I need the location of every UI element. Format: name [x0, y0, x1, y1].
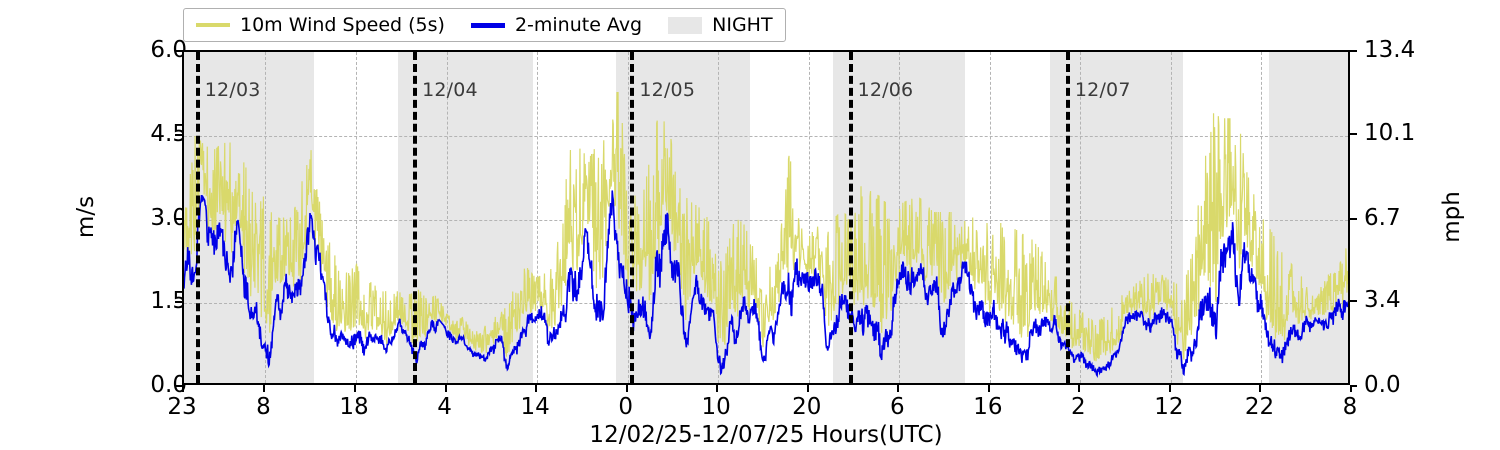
y-tick-label-right: 6.7 — [1364, 204, 1401, 231]
x-tick-mark — [444, 385, 447, 392]
x-tick-mark — [354, 385, 357, 392]
x-tick-label: 14 — [520, 394, 550, 420]
day-divider-line — [195, 52, 200, 383]
x-tick-mark — [806, 385, 809, 392]
day-divider-line — [630, 52, 635, 383]
plot-area: 12/03 12/04 12/05 12/06 12/07 — [182, 50, 1350, 385]
x-tick-label: 0 — [618, 394, 633, 420]
y-tick-label-right: 13.4 — [1364, 37, 1416, 63]
y-tick-mark-right — [1350, 300, 1357, 302]
x-tick-mark — [1168, 385, 1171, 392]
legend-spacer — [642, 25, 668, 26]
day-divider-label: 12/03 — [204, 79, 261, 101]
x-axis-label: 12/02/25-12/07/25 Hours(UTC) — [589, 422, 943, 448]
gridline-vertical — [537, 52, 539, 383]
x-tick-mark — [987, 385, 990, 392]
day-divider-line — [848, 52, 853, 383]
y-tick-label-right: 3.4 — [1364, 287, 1401, 313]
day-divider-label: 12/06 — [857, 79, 914, 101]
y-tick-label-left: 0.0 — [150, 372, 187, 398]
x-tick-mark — [716, 385, 719, 392]
y-tick-mark-left — [175, 385, 182, 387]
legend-item-gust: 10m Wind Speed (5s) — [196, 9, 445, 41]
y-axis-right-label: mph — [1439, 191, 1465, 243]
x-tick-mark — [1259, 385, 1262, 392]
y-axis-left-label: m/s — [73, 195, 99, 239]
x-tick-mark — [1350, 385, 1352, 392]
x-tick-label: 10 — [701, 394, 731, 420]
x-tick-label: 6 — [889, 394, 905, 420]
chart-legend: 10m Wind Speed (5s) 2-minute Avg NIGHT — [183, 8, 786, 42]
gridline-vertical — [1261, 52, 1263, 383]
legend-label-gust: 10m Wind Speed (5s) — [240, 14, 445, 36]
legend-label-night: NIGHT — [712, 14, 773, 36]
day-divider-label: 12/05 — [639, 79, 696, 101]
series-layer — [184, 52, 1348, 383]
x-tick-label: 18 — [339, 394, 369, 420]
y-tick-mark-right — [1350, 385, 1357, 387]
series-line-gust — [184, 92, 1348, 361]
x-tick-mark — [535, 385, 538, 392]
x-tick-mark — [263, 385, 266, 392]
y-tick-label-left: 3.0 — [150, 204, 187, 231]
x-tick-label: 16 — [973, 394, 1003, 420]
x-tick-mark — [1078, 385, 1081, 392]
x-tick-label: 8 — [1342, 394, 1358, 420]
gridline-vertical — [627, 52, 629, 383]
day-divider-label: 12/04 — [422, 79, 478, 101]
legend-item-avg: 2-minute Avg — [470, 9, 643, 41]
day-divider-label: 12/07 — [1074, 79, 1131, 101]
y-tick-label-right: 10.1 — [1364, 119, 1416, 146]
gridline-vertical — [1080, 52, 1082, 383]
y-tick-mark-right — [1350, 217, 1357, 220]
x-tick-label: 20 — [792, 394, 822, 420]
y-tick-mark-left — [175, 50, 182, 52]
gridline-vertical — [989, 52, 991, 383]
gridline-vertical — [265, 52, 267, 383]
legend-label-avg: 2-minute Avg — [514, 14, 643, 36]
gridline-vertical — [808, 52, 810, 383]
y-tick-mark-left — [175, 301, 182, 304]
y-tick-mark-right — [1350, 132, 1357, 135]
x-tick-label: 12 — [1154, 394, 1184, 420]
x-tick-label: 22 — [1244, 394, 1275, 420]
x-tick-mark — [897, 385, 900, 392]
y-tick-mark-left — [175, 133, 182, 136]
x-tick-label: 8 — [256, 394, 271, 420]
gridline-horizontal — [184, 219, 1348, 221]
x-tick-mark — [182, 385, 184, 392]
x-tick-mark — [625, 385, 628, 392]
legend-swatch-avg-icon — [470, 22, 505, 28]
series-line-avg — [184, 191, 1348, 376]
gridline-vertical — [356, 52, 358, 383]
legend-swatch-night-icon — [668, 16, 703, 34]
y-tick-mark-left — [175, 217, 182, 220]
x-tick-label: 2 — [1071, 394, 1086, 420]
legend-spacer — [445, 25, 471, 26]
legend-item-night: NIGHT — [668, 9, 773, 41]
y-tick-label-left: 4.5 — [150, 120, 187, 147]
y-tick-label-left: 6.0 — [150, 37, 187, 63]
y-tick-mark-right — [1350, 50, 1357, 52]
gridline-vertical — [446, 52, 448, 383]
y-tick-label-right: 0.0 — [1364, 372, 1401, 398]
y-tick-label-left: 1.5 — [150, 288, 187, 315]
gridline-horizontal — [184, 135, 1348, 137]
gridline-vertical — [718, 52, 720, 383]
x-tick-label: 4 — [437, 394, 452, 420]
legend-swatch-gust-icon — [196, 23, 230, 27]
gridline-vertical — [1170, 52, 1172, 383]
x-tick-label: 23 — [167, 394, 197, 420]
day-divider-line — [413, 52, 418, 383]
day-divider-line — [1065, 52, 1070, 383]
